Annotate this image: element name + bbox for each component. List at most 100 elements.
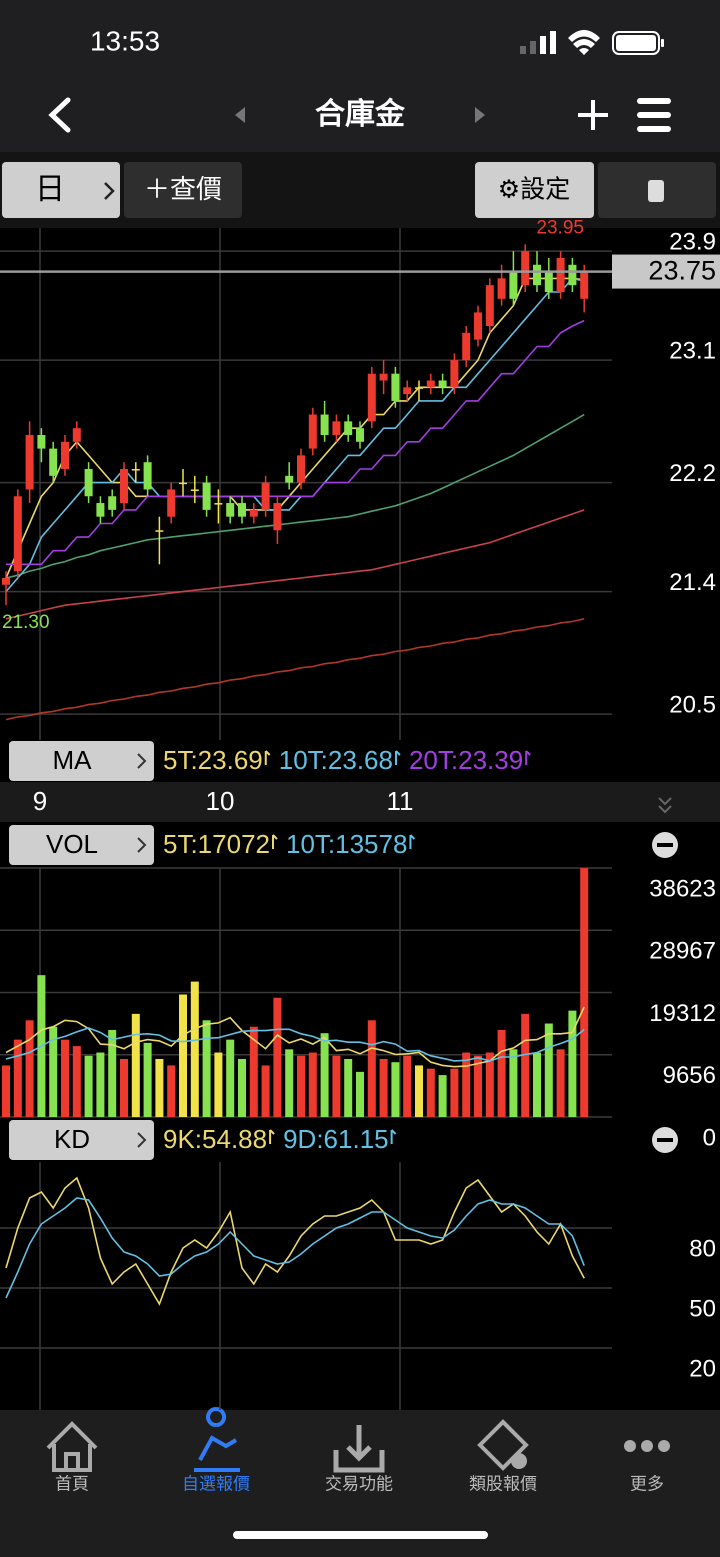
legend-entry: 10T:13578 [286,829,407,859]
prev-stock[interactable] [235,107,245,123]
menu-button[interactable] [637,98,671,132]
candle-body [544,271,553,292]
last-price-label: 23.75 [648,256,716,286]
candle-body [533,264,541,286]
series-line [5,509,585,620]
clock: 13:53 [90,25,160,56]
candle-body [108,496,117,510]
series-line [5,413,585,579]
y-tick-label: 19312 [649,1000,716,1027]
candle-body [120,469,128,504]
volume-bar [509,1049,518,1117]
candle-body [438,380,447,388]
series-line [5,1006,585,1068]
legend-entry: 10T:23.68 [279,745,393,775]
y-tick-label: 80 [689,1235,716,1262]
volume-bar [285,1049,294,1117]
candle-body [426,380,435,388]
legend-marker [409,834,416,849]
volume-bar [190,981,199,1117]
y-tick-label: 23.1 [669,337,716,364]
legend-marker [264,750,271,765]
series-line [5,277,585,579]
volume-bar [273,997,282,1117]
candle-body [249,509,258,517]
candle-body [261,482,270,510]
candle-body [37,434,46,449]
candle-body [61,441,69,470]
period-label: 日 [35,173,65,206]
volume-bar [356,1071,364,1117]
indicator-button[interactable] [9,741,154,781]
y-tick-label: 9656 [663,1062,716,1089]
volume-bar [131,1013,140,1117]
volume-bar [214,1052,223,1117]
indicator-label: VOL [46,829,98,859]
nav-label[interactable]: 類股報價 [469,1474,537,1493]
indicator-button[interactable] [9,1120,154,1160]
candle-body [497,278,506,299]
nav-label[interactable]: 更多 [630,1474,664,1493]
legend-entry: 5T:17072 [163,829,270,859]
legend-marker [271,834,278,849]
home-indicator [233,1531,488,1539]
next-stock[interactable] [475,107,485,123]
volume-bar [497,1029,506,1117]
y-tick-label: 20.5 [669,691,716,718]
query-label: ＋查價 [144,174,222,204]
y-tick-label: 0 [703,1124,716,1151]
settings-button[interactable] [475,162,594,218]
y-tick-label: 28967 [649,938,716,965]
volume-bar [379,1058,388,1117]
candle-body [238,503,246,517]
stock-title: 合庫金 [315,97,406,131]
collapse-icon[interactable] [658,797,672,814]
candle-body [297,455,305,483]
indicator-button[interactable] [9,825,154,865]
last-price-tag [612,254,720,289]
period-button[interactable] [2,162,120,218]
legend-entry: 9K:54.88 [163,1124,267,1154]
legend-marker [525,750,531,765]
candle-body [344,421,353,435]
high-label: 23.95 [536,217,584,238]
candle-body [556,257,565,292]
volume-bar [485,1052,494,1117]
candle-body [155,530,164,532]
volume-bar [72,1046,81,1117]
volume-bar [155,1058,164,1117]
volume-bar [49,1026,58,1117]
series-line [5,1197,585,1299]
chevron [137,1132,147,1148]
vol-close[interactable] [652,832,678,858]
y-tick-label: 50 [689,1295,716,1322]
candle-body [167,489,176,517]
nav-label[interactable]: 首頁 [55,1474,89,1493]
candle-body [96,503,105,517]
volume-bar [2,1065,10,1117]
nav-label[interactable]: 交易功能 [325,1474,393,1493]
candle-body [391,373,400,401]
legend-marker [394,750,401,765]
low-label: 21.30 [2,612,50,633]
candle-body [226,503,235,517]
status-icons [520,30,664,55]
add-button[interactable] [578,100,608,130]
y-tick-label: 21.4 [669,569,716,596]
nav-label[interactable]: 自選報價 [182,1474,250,1493]
indicator-label: MA [53,745,93,775]
volume-bar [226,1039,235,1117]
volume-bar [403,1055,412,1117]
volume-bar [426,1068,435,1117]
volume-bar [13,1039,22,1117]
back-button[interactable] [48,97,71,133]
candle-body [179,482,187,485]
x-tick-label: 9 [33,786,47,816]
candle-body [356,428,364,442]
series-line [5,618,585,721]
legend-entry: 5T:23.69 [163,745,263,775]
query-button[interactable] [124,162,242,218]
kd-close[interactable] [652,1127,678,1153]
volume-bar [556,1049,565,1117]
